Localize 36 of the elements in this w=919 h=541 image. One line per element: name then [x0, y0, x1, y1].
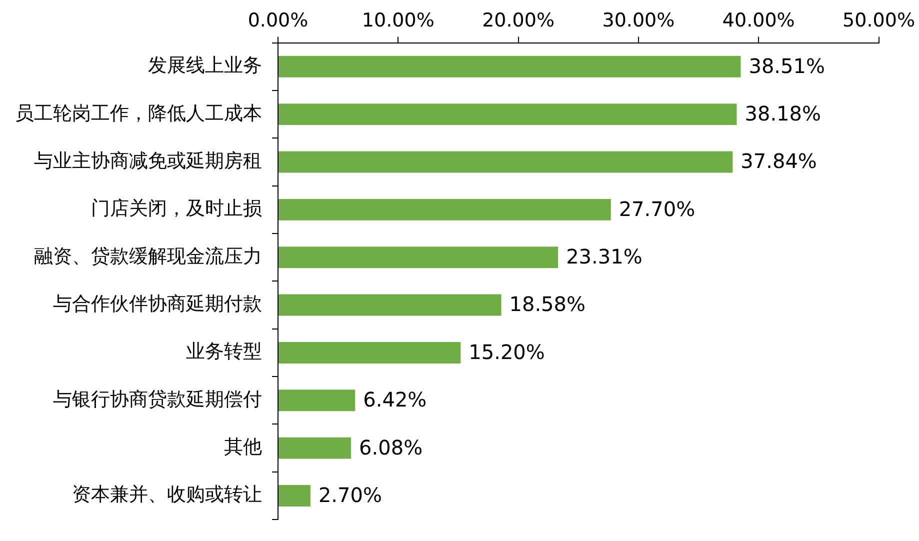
y-tick-label: 与业主协商减免或延期房租 [34, 150, 262, 172]
x-tick-label: 30.00% [602, 9, 675, 32]
data-label: 6.08% [359, 435, 423, 460]
bar [278, 485, 310, 506]
x-tick-label: 50.00% [842, 9, 916, 32]
y-tick-label: 与合作伙伴协商延期付款 [53, 292, 262, 315]
y-tick-label: 与银行协商贷款延期偿付 [53, 388, 262, 410]
x-tick-label: 20.00% [482, 9, 555, 32]
data-label: 23.31% [566, 244, 642, 269]
y-tick-label: 业务转型 [186, 340, 262, 363]
data-label: 37.84% [740, 149, 817, 174]
bar [278, 198, 611, 220]
x-tick-label: 40.00% [722, 9, 795, 32]
y-tick-label: 其他 [224, 436, 262, 458]
bar [278, 294, 502, 316]
bar [278, 151, 733, 173]
bar [278, 246, 558, 268]
bar [278, 56, 741, 78]
data-label: 6.42% [363, 388, 427, 412]
bar [278, 437, 352, 459]
y-tick-label: 融资、贷款缓解现金流压力 [34, 245, 262, 268]
data-label: 27.70% [618, 196, 696, 221]
data-label: 38.51% [748, 54, 825, 78]
bar [278, 342, 461, 364]
y-tick-label: 员工轮岗工作，降低人工成本 [15, 102, 262, 124]
data-label: 38.18% [744, 102, 822, 126]
x-tick-label: 10.00% [362, 9, 434, 32]
bar [278, 390, 356, 412]
data-label: 2.70% [318, 482, 382, 507]
y-tick-label: 门店关闭，及时止损 [91, 198, 262, 220]
bar [278, 104, 737, 126]
data-label: 15.20% [468, 340, 545, 364]
y-tick-label: 发展线上业务 [148, 54, 262, 77]
x-tick-label: 0.00% [248, 9, 308, 32]
data-label: 18.58% [509, 292, 586, 316]
y-tick-label: 资本兼并、收购或转让 [72, 484, 262, 506]
